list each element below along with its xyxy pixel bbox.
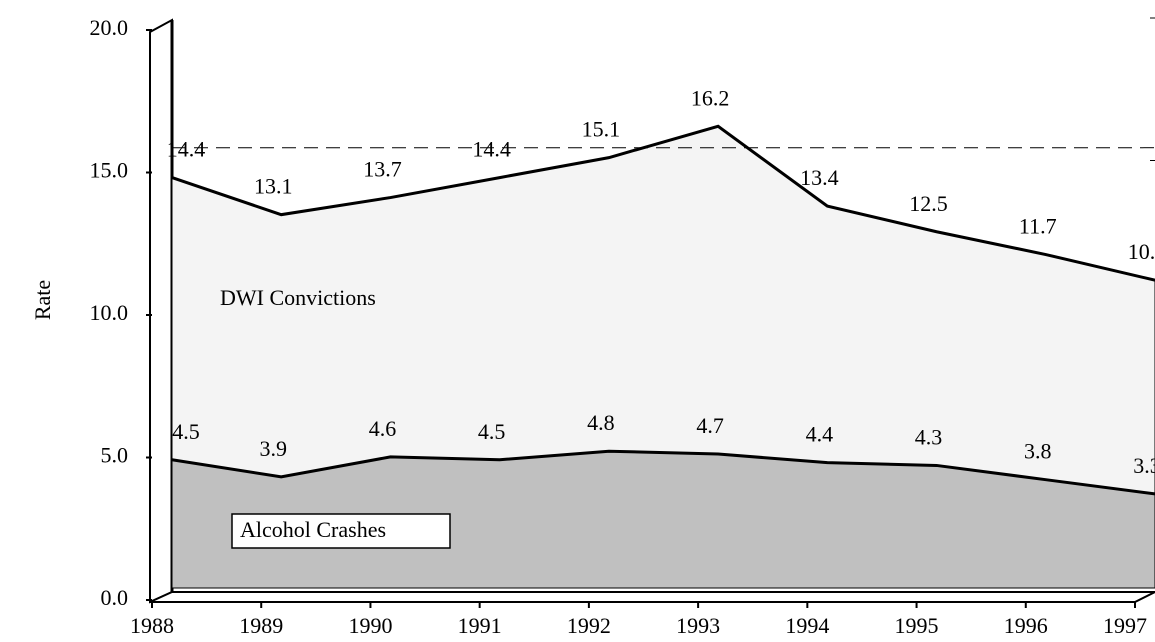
data-label: 3.9 [259,436,287,461]
y-axis-label: Rate [30,280,55,320]
left-wall [149,18,173,604]
data-label: 16.2 [691,85,730,110]
series-label: DWI Convictions [220,285,376,310]
area-line [171,124,1155,282]
data-label: 11.7 [1019,214,1057,239]
data-label: 15.1 [582,117,621,142]
data-label: 4.5 [478,419,506,444]
series-label: Alcohol Crashes [240,517,386,542]
y-tick-label: 15.0 [90,158,129,183]
y-tick-label: 20.0 [90,15,129,40]
y-tick-label: 5.0 [101,443,129,468]
area-line [171,449,1155,496]
series-label-box [231,513,451,549]
data-label: 3.3 [1133,453,1155,478]
y-tick-label: 10.0 [90,300,129,325]
data-label: 14.4 [472,137,511,162]
x-tick-label: 1990 [348,613,392,638]
x-tick-label: 1988 [130,613,174,638]
data-label: 14.4 [167,137,206,162]
x-tick-label: 1989 [239,613,283,638]
x-tick-label: 1996 [1004,613,1048,638]
data-label: 4.4 [806,422,834,447]
data-label: 3.8 [1024,439,1052,464]
x-tick-label: 1991 [458,613,502,638]
x-tick-label: 1995 [895,613,939,638]
x-tick-label: 1994 [785,613,829,638]
x-tick-label: 1993 [676,613,720,638]
data-label: 12.5 [909,191,948,216]
data-label: 4.6 [369,416,397,441]
y-tick-label: 0.0 [101,585,129,610]
floor [149,591,1155,603]
data-label: 4.8 [587,410,615,435]
data-label: 4.7 [696,413,724,438]
data-label: 13.4 [800,165,839,190]
data-label: 13.1 [254,174,293,199]
data-label: 10.8 [1128,239,1155,264]
x-tick-label: 1992 [567,613,611,638]
data-label: 13.7 [363,157,402,182]
data-label: 4.5 [172,419,200,444]
data-label: 4.3 [915,424,943,449]
x-tick-label: 1997 [1103,613,1147,638]
